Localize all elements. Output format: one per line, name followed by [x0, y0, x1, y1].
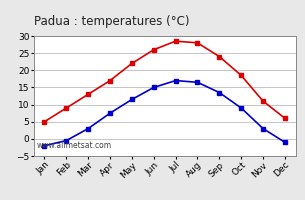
Text: www.allmetsat.com: www.allmetsat.com [36, 141, 111, 150]
Text: Padua : temperatures (°C): Padua : temperatures (°C) [34, 15, 189, 28]
